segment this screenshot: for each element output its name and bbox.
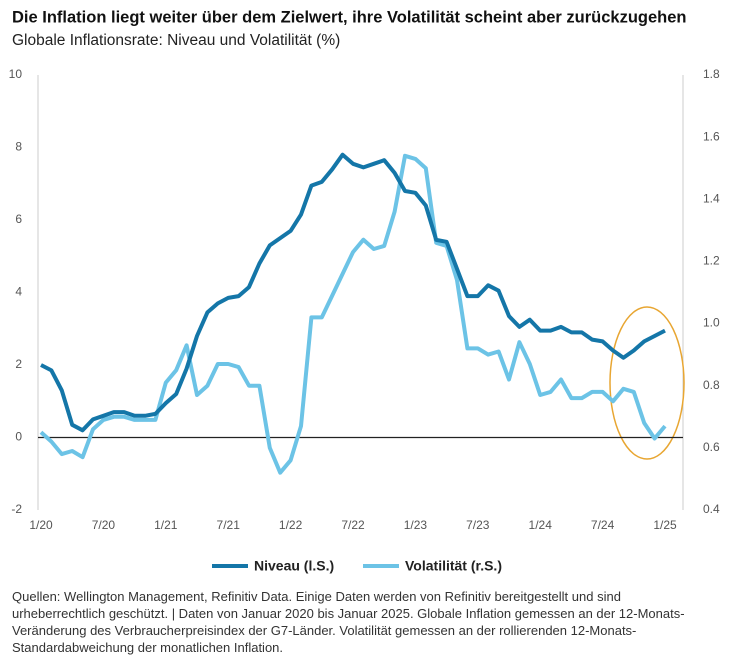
x-tick-label: 7/24 xyxy=(591,518,615,532)
chart-title: Die Inflation liegt weiter über dem Ziel… xyxy=(12,8,687,26)
y2-tick-label: 0.8 xyxy=(703,378,720,392)
y2-tick-label: 1.2 xyxy=(703,254,720,268)
x-tick-label: 7/22 xyxy=(341,518,365,532)
legend-label: Niveau (l.S.) xyxy=(254,558,334,574)
legend-label: Volatilität (r.S.) xyxy=(405,558,502,574)
y-tick-label: 2 xyxy=(15,357,22,371)
y2-tick-label: 0.6 xyxy=(703,440,720,454)
y-tick-label: 6 xyxy=(15,212,22,226)
chart-subtitle: Globale Inflationsrate: Niveau und Volat… xyxy=(12,32,340,49)
y2-tick-label: 1.6 xyxy=(703,129,720,143)
y-tick-label: -2 xyxy=(11,502,22,516)
chart: Die Inflation liegt weiter über dem Ziel… xyxy=(9,8,720,574)
series-line xyxy=(40,152,666,433)
y-tick-label: 8 xyxy=(15,140,22,154)
series-line xyxy=(39,153,667,475)
y2-tick-label: 0.4 xyxy=(703,502,720,516)
y-tick-label: 0 xyxy=(15,430,22,444)
y2-tick-label: 1.4 xyxy=(703,191,720,205)
x-tick-label: 1/21 xyxy=(154,518,178,532)
x-tick-label: 7/20 xyxy=(92,518,116,532)
x-tick-label: 7/21 xyxy=(217,518,241,532)
y2-tick-label: 1.8 xyxy=(703,67,720,81)
x-tick-label: 7/23 xyxy=(466,518,490,532)
x-tick-label: 1/24 xyxy=(529,518,553,532)
x-tick-label: 1/25 xyxy=(653,518,677,532)
x-tick-label: 1/20 xyxy=(29,518,53,532)
highlight-ellipse xyxy=(609,306,685,460)
y2-tick-label: 1.0 xyxy=(703,316,720,330)
x-tick-label: 1/22 xyxy=(279,518,303,532)
x-tick-label: 1/23 xyxy=(404,518,428,532)
y-tick-label: 4 xyxy=(15,285,22,299)
y-tick-label: 10 xyxy=(9,67,23,81)
source-note: Quellen: Wellington Management, Refiniti… xyxy=(12,589,685,655)
